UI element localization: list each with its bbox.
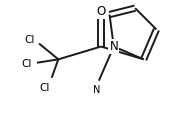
Text: N: N (93, 85, 100, 95)
Text: Cl: Cl (25, 35, 35, 45)
Text: Cl: Cl (21, 59, 32, 69)
Text: N: N (109, 40, 118, 53)
Text: O: O (96, 5, 106, 18)
Text: Cl: Cl (39, 83, 50, 93)
